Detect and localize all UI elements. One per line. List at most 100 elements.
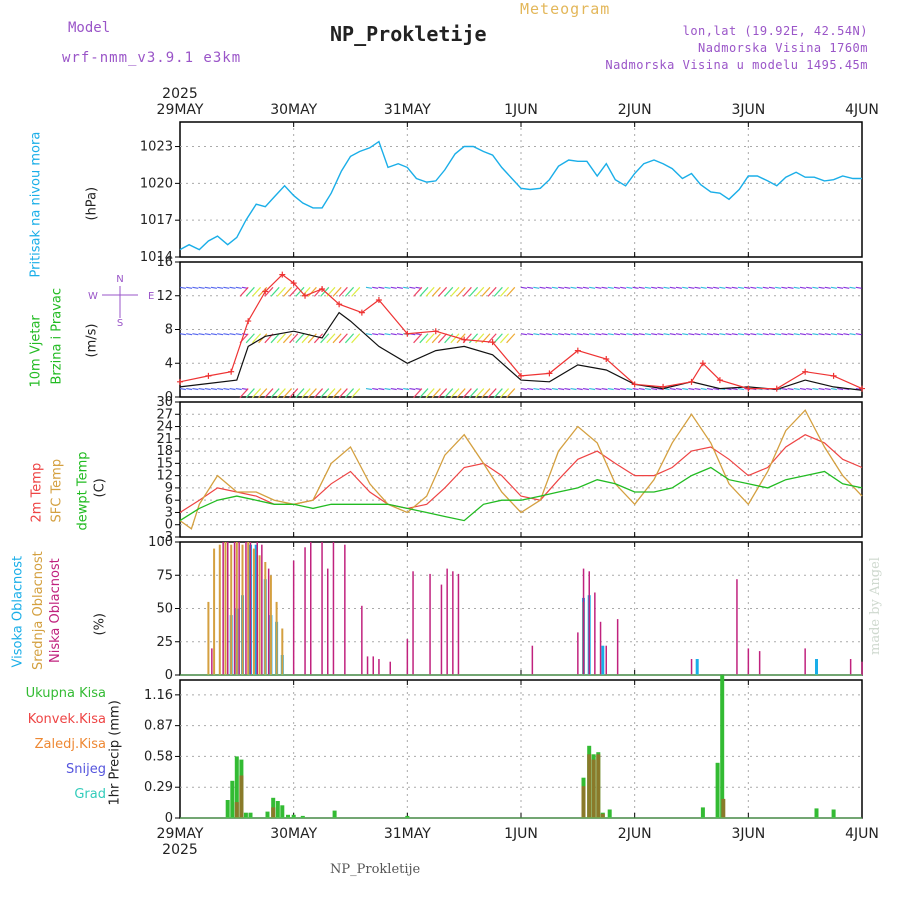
wind-arrow (351, 333, 361, 344)
wind-arrow (229, 286, 236, 289)
wind-arrow (657, 387, 664, 391)
wind-arrow (812, 286, 819, 289)
wind-arrow (527, 286, 534, 289)
temperature-ytick-label: 12 (156, 469, 173, 484)
wind-gust-marker (177, 378, 183, 385)
wind-gust-marker (290, 280, 297, 287)
wind-arrow (419, 388, 429, 399)
wind-arrow (258, 388, 268, 399)
wind-arrow (626, 286, 633, 289)
wind-arrow (799, 286, 806, 289)
compass-n: N (116, 274, 123, 285)
cloud-low-bar (747, 648, 750, 675)
wind-arrow (781, 286, 788, 289)
precip-frame (179, 679, 863, 819)
wind-arrow (264, 388, 274, 399)
wind-arrow (235, 333, 242, 336)
clouds-ytick-label: 0 (165, 668, 173, 683)
wind-arrow (613, 286, 620, 289)
wind-arrow (456, 286, 466, 297)
wind-arrow (855, 333, 862, 336)
wind-arrow (793, 387, 800, 391)
precip-total-bar (291, 814, 296, 818)
wind-arrow (390, 286, 397, 289)
clouds-ytick-label: 75 (156, 568, 173, 583)
precip-ytick-label: 0 (165, 811, 173, 826)
wind-arrow (419, 286, 429, 297)
wind-arrow (192, 333, 199, 336)
wind-arrow (276, 286, 286, 297)
precip-total-bar (280, 805, 285, 818)
wind-arrow (198, 333, 205, 336)
wind-arrow (186, 387, 193, 391)
wind-arrow (750, 286, 757, 289)
cloud-low-bar (222, 542, 224, 675)
wind-arrow (396, 387, 403, 391)
wind-arrow (837, 387, 844, 391)
cloud-low-bar (378, 659, 380, 675)
wind-arrow (682, 286, 689, 289)
wind-arrow (682, 333, 689, 336)
wind-arrow (843, 286, 850, 289)
cloud-low-bar (531, 645, 534, 675)
pressure-ytick-label: 1014 (140, 250, 173, 265)
wind-arrow (210, 387, 217, 391)
compass-icon (102, 286, 138, 318)
cloud-low-bar (758, 651, 761, 675)
wind-arrow (468, 333, 479, 344)
wind-arrow (607, 333, 614, 336)
precip-total-bar (300, 815, 305, 818)
chart-title: NP_Prokletije (330, 22, 487, 46)
wind-ytick-label: 8 (165, 323, 173, 338)
wind-arrow (338, 388, 348, 399)
precip-total-bar (248, 812, 253, 818)
wind-arrow (744, 286, 751, 289)
wind-arrow (437, 333, 448, 344)
pressure-line (179, 140, 862, 251)
wind-arrow (657, 333, 664, 336)
temp-ylabel: 2m Temp (29, 462, 45, 523)
cloud-low-bar (861, 661, 863, 675)
wind-arrow (499, 388, 510, 399)
wind-arrow (384, 333, 391, 336)
wind-gust-marker (546, 370, 553, 377)
precip-total-bar (230, 780, 235, 818)
wind-arrow (545, 387, 552, 391)
wind-arrow (475, 388, 485, 399)
wind-arrow (390, 333, 397, 336)
wind-arrow (651, 387, 658, 391)
xtick-label-bottom: 29MAY (157, 826, 204, 842)
wind-arrow (613, 387, 620, 391)
cloud-low-bar (412, 571, 414, 675)
cloud-low-bar (605, 645, 607, 675)
wind-arrow (626, 387, 633, 391)
precip-total-bar (265, 811, 270, 818)
wind-gust-marker (375, 296, 382, 303)
cloud-low-bar (446, 568, 448, 675)
wind-arrow (251, 388, 262, 399)
year-label-top: 2025 (162, 86, 198, 102)
wind-arrow (481, 286, 491, 297)
wind-arrow (413, 333, 423, 344)
wind-gust-marker (228, 368, 235, 375)
wind-arrow (204, 333, 211, 336)
cloud-low-bar (372, 656, 374, 675)
credit-watermark: made by Angel (868, 557, 883, 655)
cloud-mid-bar (252, 548, 255, 675)
wind-arrow (564, 387, 571, 391)
wind-ytick-label: 12 (156, 289, 173, 304)
legend-snow: Snijeg (66, 762, 106, 777)
cloud-mid-bar (281, 628, 284, 675)
wind-arrow (520, 286, 527, 289)
wind-arrow (688, 333, 695, 336)
cloud-low-bar (616, 619, 619, 675)
wind-arrow (731, 333, 738, 336)
wind-arrow (570, 387, 577, 391)
wind-arrow (506, 333, 516, 344)
wind-arrow (787, 387, 794, 391)
wind-arrow (713, 286, 720, 289)
wind-arrow (444, 388, 454, 399)
wind-arrow (192, 387, 199, 391)
wind-arrow (558, 333, 565, 336)
wind-arrow (444, 286, 454, 297)
